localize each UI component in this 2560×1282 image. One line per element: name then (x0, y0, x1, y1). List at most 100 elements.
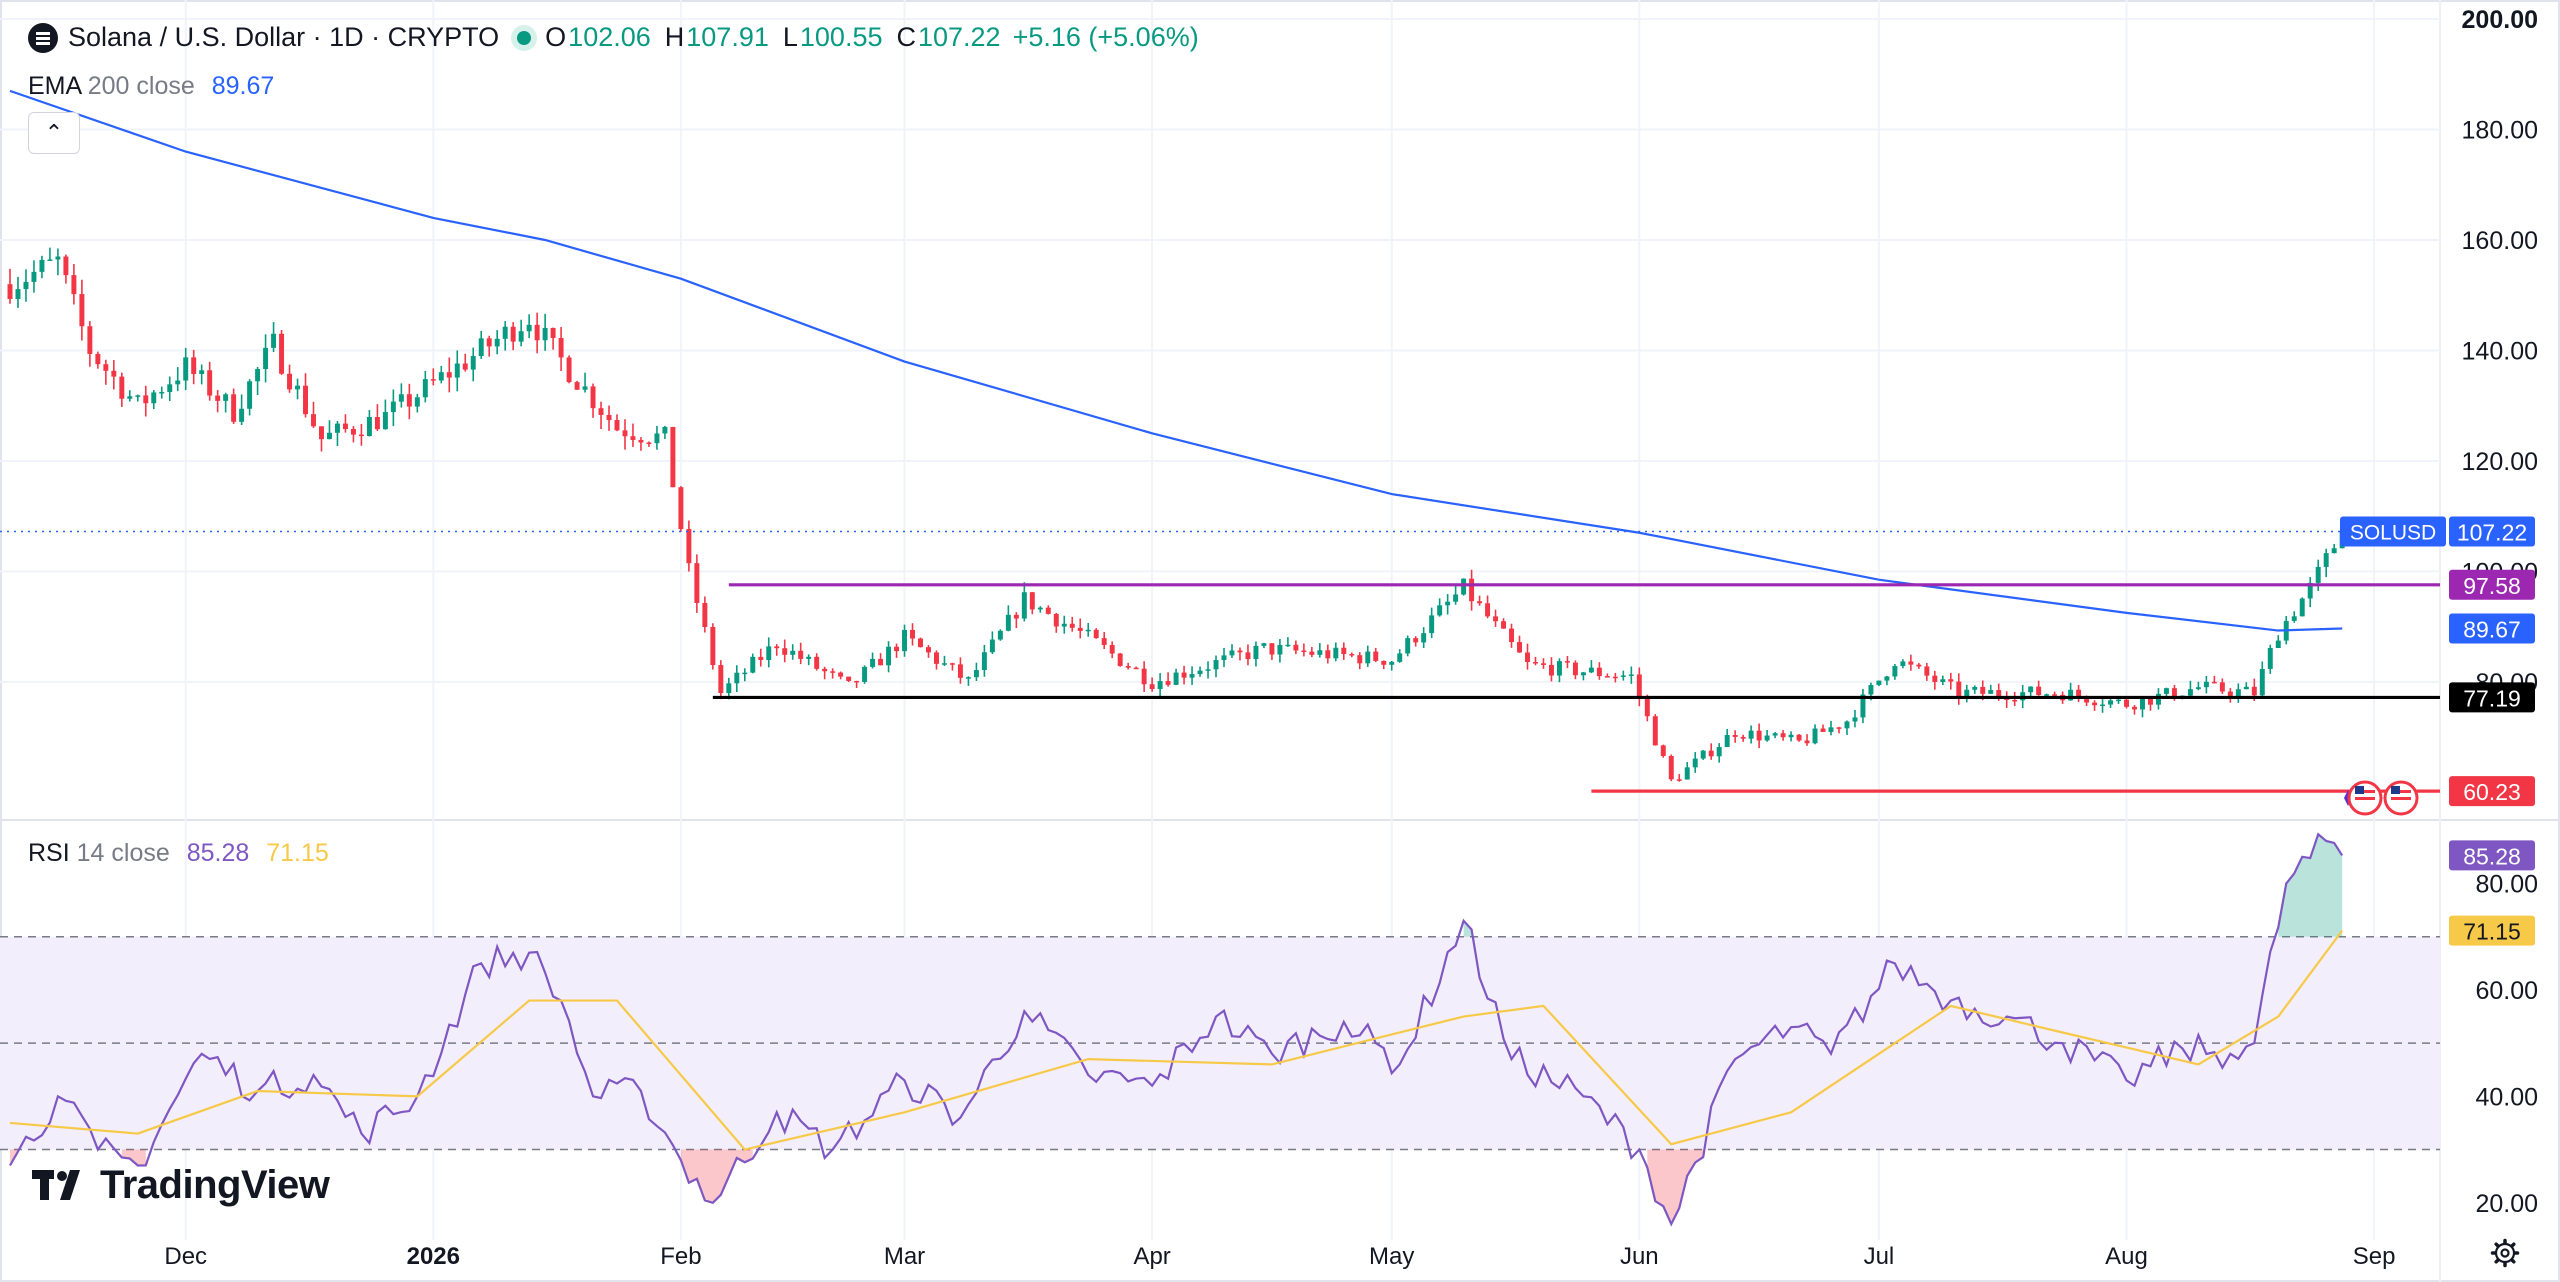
candle-body (1029, 592, 1035, 610)
us-flag-stripe (2391, 797, 2411, 800)
support-price-label: 77.19 (2449, 682, 2535, 713)
candle-body (319, 426, 324, 440)
rsi-overbought-fill (2278, 834, 2343, 937)
candle-body (1285, 644, 1291, 647)
candle-body (71, 275, 77, 295)
rsi-axis-tick-label: 20.00 (2475, 1190, 2538, 1218)
candle-body (1716, 747, 1722, 757)
candle-body (1165, 681, 1171, 685)
candle-body (2171, 688, 2177, 699)
rsi-label: RSI (28, 839, 70, 867)
candle-body (231, 394, 237, 422)
candle-body (422, 379, 428, 398)
candle-body (710, 626, 716, 666)
candle-body (1237, 650, 1243, 653)
candle-body (1820, 728, 1826, 732)
candle-body (1844, 721, 1850, 729)
candle-body (1996, 690, 2002, 697)
candle-body (1572, 662, 1578, 676)
candle-body (1461, 578, 1467, 595)
candle-body (47, 259, 53, 261)
candle-body (199, 370, 205, 374)
tradingview-logo[interactable]: TradingView (32, 1163, 330, 1208)
candle-body (822, 668, 828, 672)
candle-body (902, 629, 908, 652)
candle-body (606, 414, 612, 421)
candle-body (255, 369, 261, 382)
candle-body (1405, 638, 1411, 654)
candle-body (622, 430, 628, 437)
candle-body (814, 656, 820, 669)
price-axis-tick-label: 120.00 (2462, 448, 2538, 476)
resistance-price-label-text: 97.58 (2463, 573, 2521, 599)
candle-body (981, 652, 987, 671)
candle-body (798, 650, 804, 659)
us-flag-stripe (2355, 797, 2375, 800)
candle-body (55, 256, 61, 260)
price-axis-tick-label: 180.00 (2462, 117, 2538, 145)
last-price-label: 107.22 (2449, 516, 2535, 547)
candle-body (1261, 643, 1267, 646)
candle-body (1205, 669, 1211, 671)
candle-body (1636, 674, 1642, 698)
candle-body (1349, 654, 1355, 656)
candle-body (1900, 661, 1906, 667)
candle-body (127, 396, 133, 399)
candle-body (1956, 681, 1962, 697)
candle-body (790, 650, 796, 655)
candle-body (1477, 601, 1483, 604)
candle-body (678, 487, 684, 530)
candle-body (1884, 676, 1890, 681)
symbol-title[interactable]: Solana / U.S. Dollar · 1D · CRYPTO (68, 22, 500, 52)
candle-body (1453, 594, 1459, 602)
rsi-oversold-fill (1647, 1149, 1704, 1225)
candle-body (1053, 613, 1059, 627)
rsi-params: 14 close (76, 839, 170, 867)
candle-body (750, 656, 756, 673)
rsi-ma-value-label-bg (2449, 915, 2535, 946)
candle-body (1229, 650, 1235, 656)
candle-body (734, 672, 740, 684)
candle-body (1221, 655, 1227, 661)
candle-body (2195, 687, 2201, 690)
candle-body (838, 672, 844, 677)
candle-body (582, 386, 588, 390)
low-value: 100.55 (799, 22, 883, 52)
high-value: 107.91 (686, 22, 769, 52)
candle-body (2267, 647, 2273, 669)
rsi-legend[interactable]: RSI 14 close 85.28 71.15 (28, 839, 329, 868)
candle-body (1868, 684, 1874, 695)
candle-body (806, 656, 812, 659)
candle-body (518, 331, 524, 342)
candle-body (326, 432, 332, 440)
time-axis-tick-label: Dec (164, 1243, 207, 1270)
candle-body (550, 327, 556, 338)
candle-body (1381, 660, 1387, 665)
candle-body (1980, 686, 1986, 694)
collapse-legend-button[interactable]: ⌃ (28, 112, 80, 154)
candle-body (1684, 767, 1690, 780)
gear-icon[interactable] (2490, 1238, 2520, 1268)
candle-body (1652, 716, 1658, 746)
candle-body (2187, 689, 2193, 696)
candle-body (1764, 735, 1770, 741)
candle-body (534, 324, 540, 341)
ema-legend[interactable]: EMA 200 close 89.67 (28, 72, 274, 101)
candle-body (758, 656, 764, 661)
candle-body (1037, 607, 1043, 610)
candle-body (7, 284, 13, 299)
candle-body (957, 664, 963, 678)
candle-body (287, 373, 293, 390)
candle-body (726, 683, 732, 694)
ema-price-label-bg (2449, 613, 2535, 644)
candle-body (151, 392, 157, 404)
candle-body (1644, 697, 1650, 717)
candle-body (1021, 592, 1027, 619)
rsi-ma-value-label: 71.15 (2449, 915, 2535, 946)
candle-body (1732, 735, 1738, 737)
candle-body (462, 363, 468, 370)
candle-body (2084, 696, 2090, 703)
candle-body (1341, 647, 1347, 655)
candle-body (358, 434, 364, 437)
